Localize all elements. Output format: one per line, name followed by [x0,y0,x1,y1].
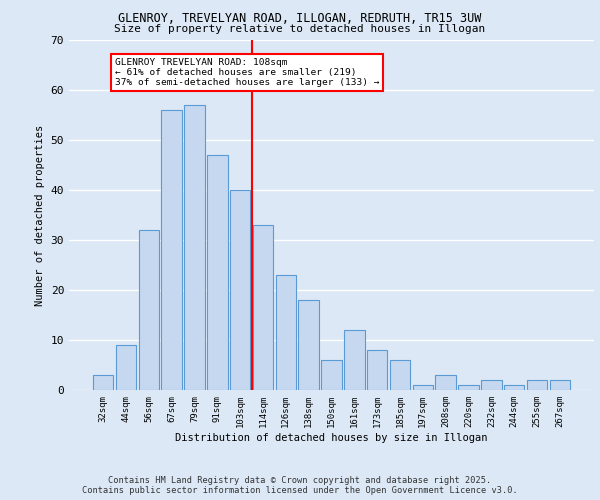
Text: GLENROY, TREVELYAN ROAD, ILLOGAN, REDRUTH, TR15 3UW: GLENROY, TREVELYAN ROAD, ILLOGAN, REDRUT… [118,12,482,26]
Text: Size of property relative to detached houses in Illogan: Size of property relative to detached ho… [115,24,485,34]
Bar [527,380,547,390]
Bar [298,300,319,390]
Bar [230,190,250,390]
Bar [550,380,570,390]
Bar [184,105,205,390]
Text: GLENROY TREVELYAN ROAD: 108sqm
← 61% of detached houses are smaller (219)
37% of: GLENROY TREVELYAN ROAD: 108sqm ← 61% of … [115,58,379,88]
Y-axis label: Number of detached properties: Number of detached properties [35,124,45,306]
Bar [458,385,479,390]
Bar [344,330,365,390]
Bar [390,360,410,390]
Bar [481,380,502,390]
Text: Contains HM Land Registry data © Crown copyright and database right 2025.
Contai: Contains HM Land Registry data © Crown c… [82,476,518,495]
Bar [321,360,342,390]
Bar [161,110,182,390]
Bar [504,385,524,390]
Bar [207,155,227,390]
Bar [367,350,388,390]
X-axis label: Distribution of detached houses by size in Illogan: Distribution of detached houses by size … [175,432,488,442]
Bar [436,375,456,390]
Bar [253,225,273,390]
Bar [93,375,113,390]
Bar [275,275,296,390]
Bar [139,230,159,390]
Bar [116,345,136,390]
Bar [413,385,433,390]
